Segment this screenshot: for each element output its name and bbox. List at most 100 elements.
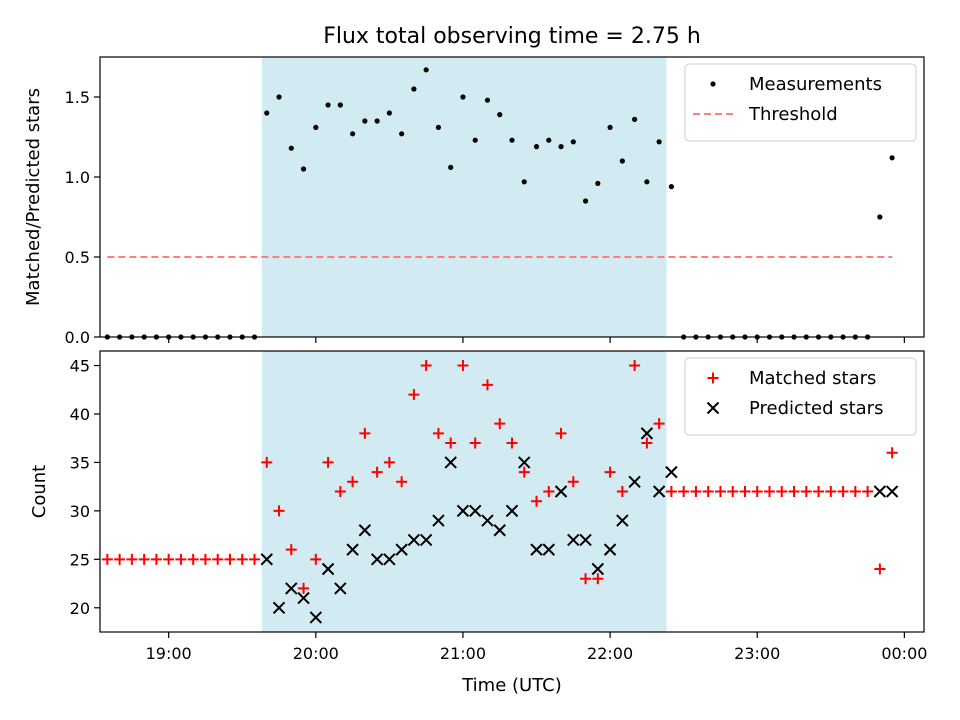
measurement-point: [325, 102, 331, 108]
matched-star-point: [432, 427, 444, 439]
bottom-legend-label: Predicted stars: [749, 398, 883, 419]
top-legend-label: Threshold: [748, 104, 838, 125]
matched-star-point: [334, 486, 346, 497]
matched-star-point: [347, 476, 359, 488]
bottom-legend: Matched stars Predicted stars: [684, 357, 917, 436]
predicted-star-point: [432, 514, 445, 527]
measurement-point: [644, 179, 650, 185]
matched-star-point: [543, 486, 555, 497]
top-legend-marker: [710, 81, 716, 87]
predicted-star-point: [591, 562, 605, 576]
measurement-point: [313, 124, 319, 130]
measurement-point: [386, 110, 392, 116]
measurement-point: [656, 139, 662, 145]
matched-star-point: [249, 553, 260, 565]
measurement-point: [558, 144, 564, 150]
bottom-xtick-label: 00:00: [881, 644, 927, 663]
predicted-star-point: [321, 562, 335, 576]
bottom-legend-marker: [707, 372, 719, 384]
bottom-xtick-label: 23:00: [734, 644, 780, 663]
measurement-point: [632, 116, 638, 122]
matched-star-point: [531, 495, 543, 507]
measurement-point: [533, 144, 540, 150]
matched-star-point: [469, 437, 481, 449]
measurement-point: [374, 118, 380, 124]
matched-star-point: [163, 553, 175, 565]
measurement-point: [276, 94, 282, 100]
matched-star-point: [310, 553, 322, 565]
top-y-axis-label: Matched/Predicted stars: [23, 88, 44, 306]
predicted-star-point: [260, 553, 273, 566]
measurement-point: [497, 112, 503, 118]
predicted-star-point: [652, 485, 666, 498]
top-ytick-label: 1.0: [65, 168, 90, 187]
matched-star-point: [751, 486, 763, 497]
matched-star-point: [727, 486, 739, 497]
predicted-star-point: [419, 533, 433, 547]
top-legend-box: [684, 63, 917, 142]
bottom-observing-window: [261, 351, 667, 632]
bottom-ytick-label: 45: [70, 357, 90, 376]
measurement-point: [668, 184, 675, 190]
matched-star-point: [273, 505, 285, 517]
measurement-point: [264, 110, 270, 116]
bottom-ytick-label: 40: [70, 405, 90, 424]
predicted-star-point: [542, 543, 555, 556]
matched-star-point: [825, 486, 837, 497]
bottom-axes-frame: [99, 350, 925, 633]
matched-star-point: [800, 486, 812, 497]
matched-star-point: [371, 466, 383, 478]
predicted-star-point: [395, 543, 408, 556]
matched-star-point: [837, 486, 849, 497]
bottom-legend-label: Matched stars: [749, 368, 876, 389]
measurement-point: [460, 94, 466, 100]
matched-star-point: [702, 486, 714, 497]
bottom-legend-marker: [706, 401, 720, 415]
predicted-star-point: [285, 582, 298, 595]
predicted-star-point: [567, 533, 580, 547]
bottom-xtick-label: 21:00: [440, 644, 486, 663]
measurement-point: [607, 124, 613, 130]
matched-star-point: [396, 476, 408, 488]
predicted-star-point: [407, 533, 421, 547]
matched-star-point: [359, 427, 371, 439]
predicted-star-point: [334, 582, 347, 595]
predicted-star-point: [358, 524, 372, 537]
matched-star-point: [690, 486, 702, 497]
matched-star-point: [261, 456, 273, 468]
matched-star-point: [199, 553, 211, 565]
predicted-star-point: [383, 553, 396, 566]
matched-star-point: [653, 418, 665, 430]
measurement-point: [582, 198, 589, 204]
predicted-star-point: [505, 504, 519, 518]
matched-star-point: [457, 360, 469, 372]
top-legend-label: Measurements: [749, 74, 882, 95]
measurement-point: [399, 131, 405, 137]
bottom-xtick-label: 20:00: [293, 644, 339, 663]
measurement-point: [472, 137, 478, 143]
matched-star-point: [236, 553, 248, 565]
chart-title: Flux total observing time = 2.75 h: [323, 24, 701, 49]
matched-star-point: [506, 437, 518, 449]
measurement-point: [448, 164, 454, 170]
measurement-point: [435, 124, 442, 130]
predicted-star-point: [616, 514, 629, 527]
matched-star-point: [126, 553, 138, 565]
predicted-star-point: [469, 504, 482, 518]
measurement-point: [570, 139, 576, 145]
x-axis-label: Time (UTC): [461, 675, 562, 696]
predicted-star-point: [493, 524, 506, 537]
matched-star-point: [138, 553, 150, 565]
predicted-star-point: [873, 485, 887, 498]
predicted-star-point: [309, 611, 323, 624]
matched-star-point: [494, 418, 506, 430]
top-panel: 0.0 0.5 1.0 1.5 Matched/Predicted stars Mea…: [23, 56, 925, 347]
measurement-point: [877, 214, 883, 220]
matched-star-point: [481, 379, 493, 391]
predicted-star-point: [640, 427, 654, 440]
matched-star-point: [285, 544, 297, 556]
matched-star-point: [445, 437, 457, 449]
matched-star-point: [616, 486, 628, 497]
predicted-star-point: [554, 485, 568, 498]
